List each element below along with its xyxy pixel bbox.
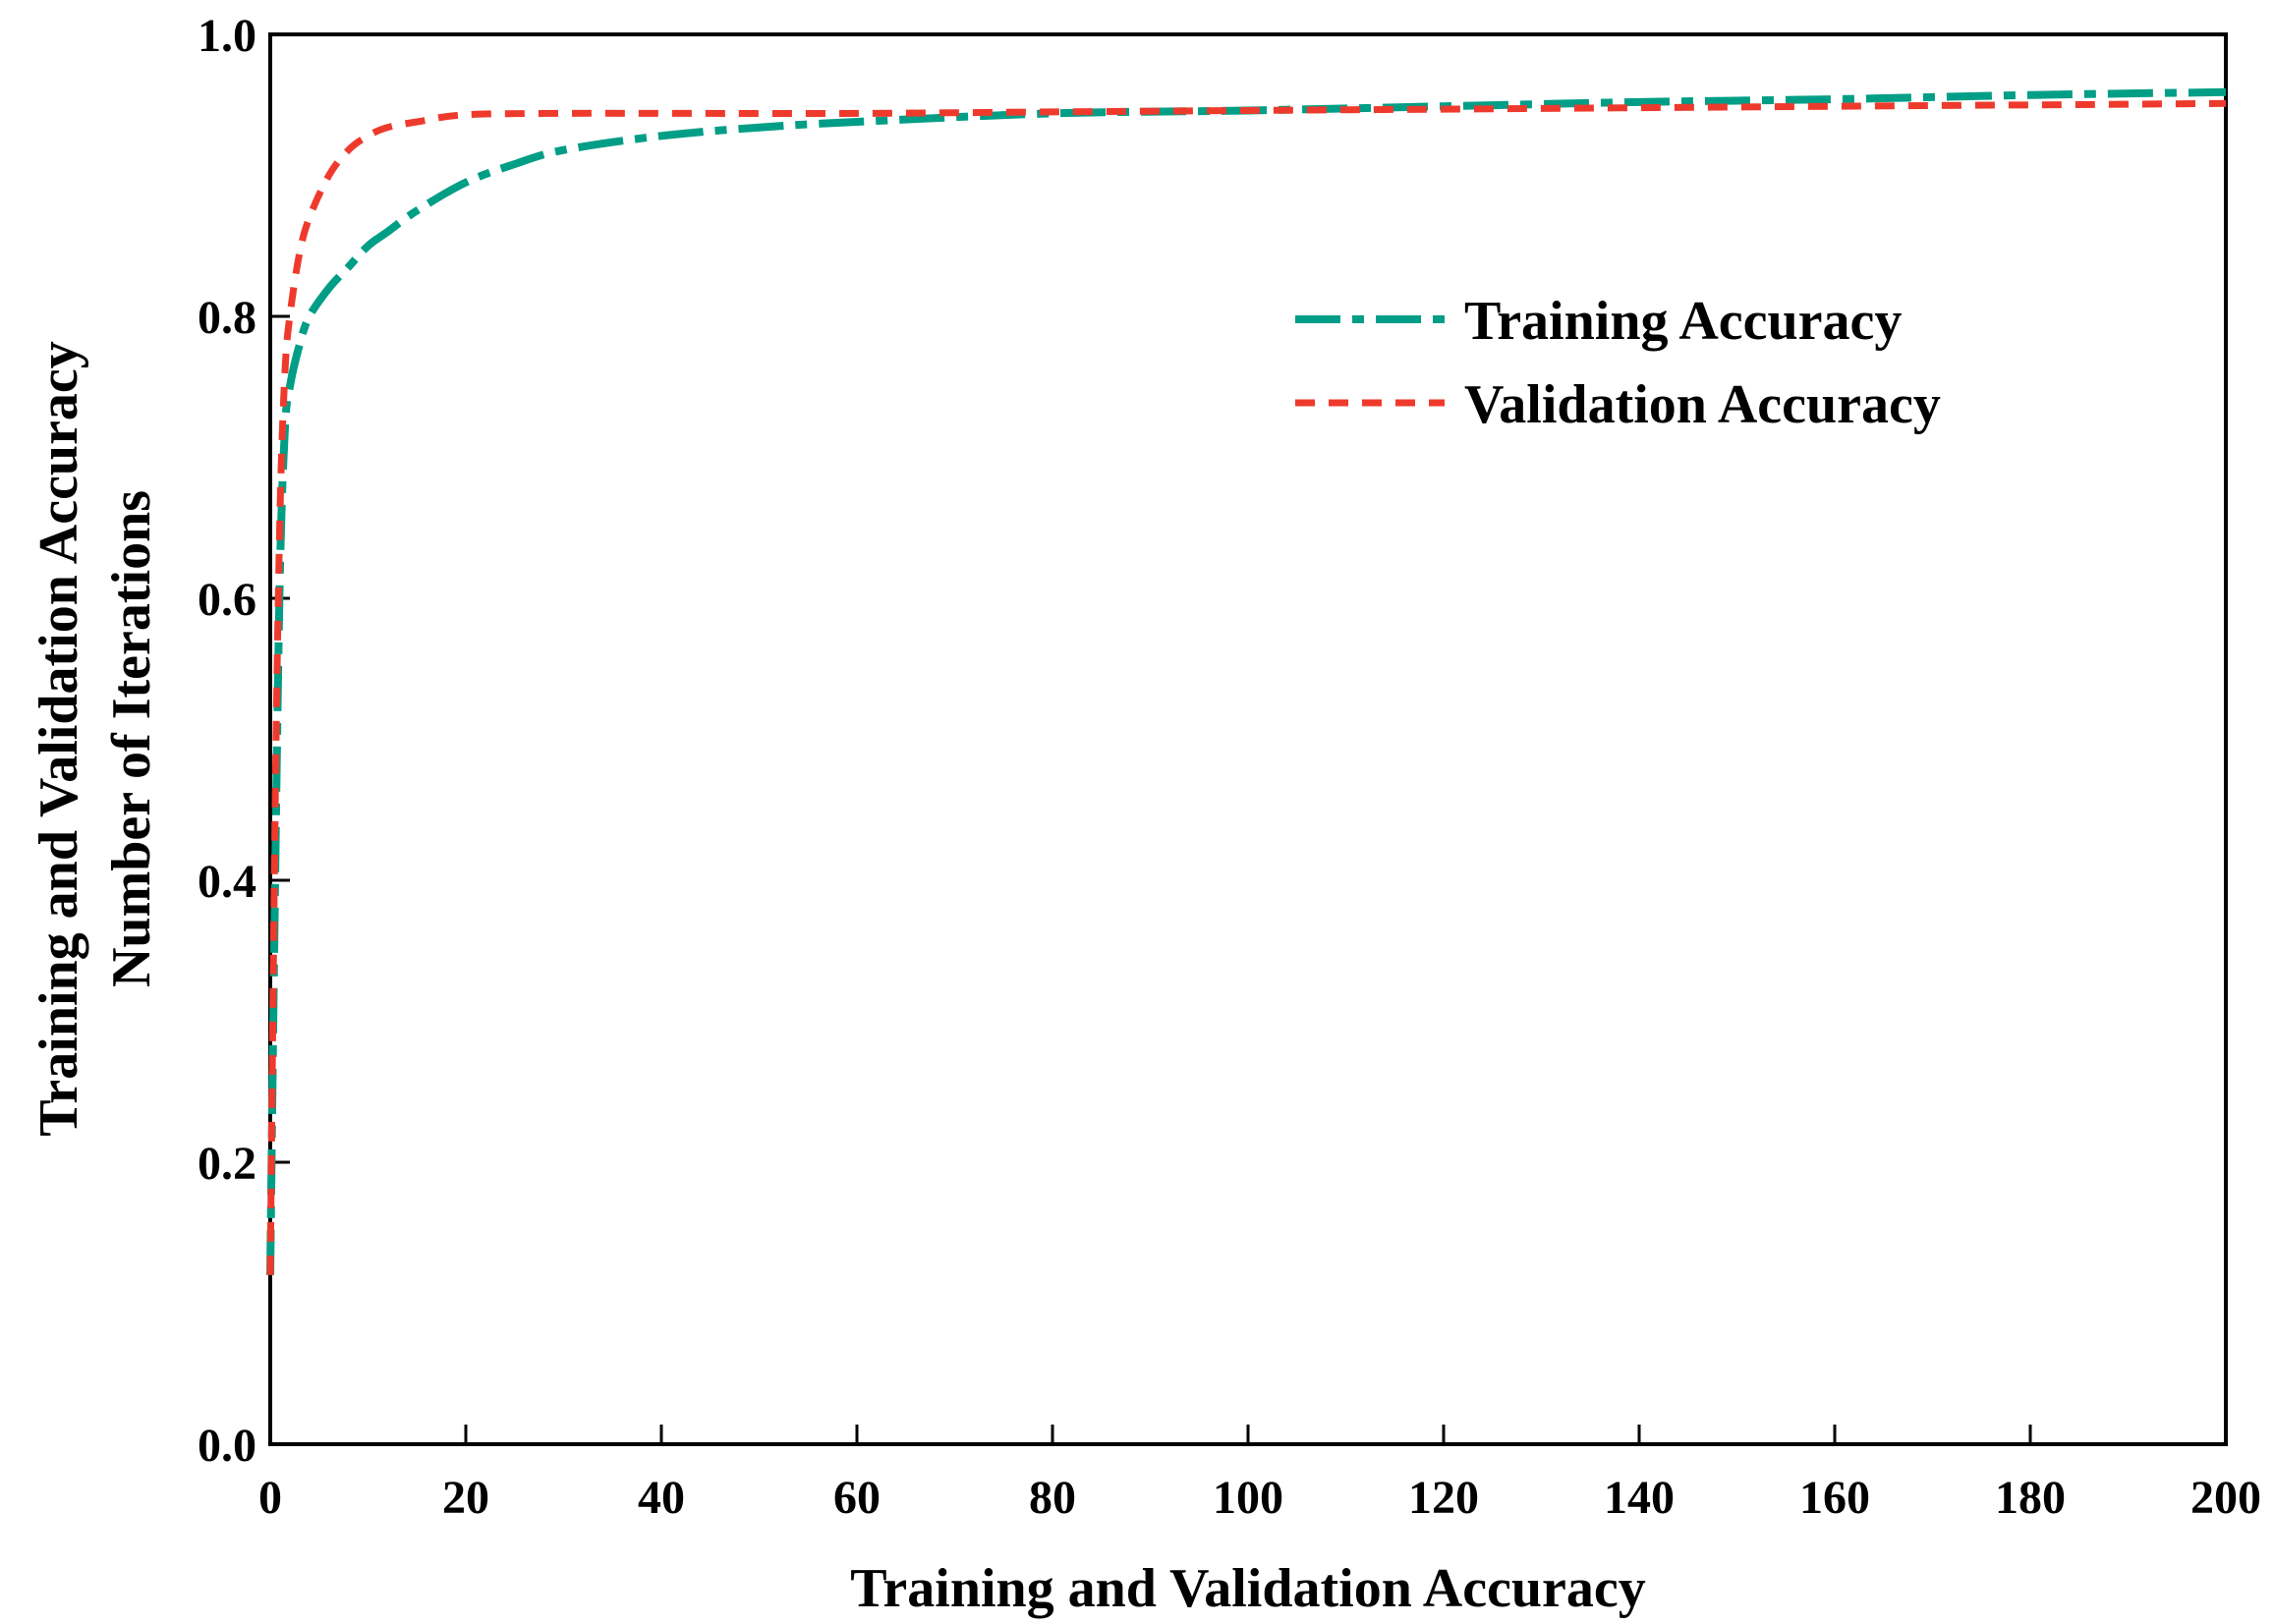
y-tick-label: 0.2 — [198, 1138, 256, 1190]
x-axis-title: Training and Validation Accuracy — [850, 1558, 1646, 1619]
y-tick-label: 0.6 — [198, 574, 256, 626]
x-tick-label: 20 — [442, 1472, 489, 1524]
y-tick-label: 0.4 — [198, 856, 256, 908]
x-tick-label: 100 — [1213, 1472, 1283, 1524]
series-layer — [266, 87, 2227, 1275]
x-tick-label: 0 — [258, 1472, 282, 1524]
legend-label-training-accuracy: Training Accuracy — [1464, 291, 1902, 352]
y-axis-ticks: 0.0 0.2 0.4 0.6 0.8 1.0 — [198, 10, 290, 1472]
y-tick-label: 0.0 — [198, 1420, 256, 1472]
x-tick-label: 60 — [833, 1472, 881, 1524]
x-tick-label: 80 — [1029, 1472, 1076, 1524]
plot-frame — [268, 32, 2228, 1446]
series-line-validation-accuracy — [266, 99, 2227, 1275]
x-tick-label: 140 — [1604, 1472, 1675, 1524]
y-axis-title-line-2: Number of Iterations — [101, 490, 162, 987]
y-axis-title-line-1: Training and Validation Accuracy — [28, 341, 89, 1137]
x-tick-label: 120 — [1408, 1472, 1479, 1524]
series-line-training-accuracy — [266, 87, 2227, 1275]
x-tick-label: 40 — [638, 1472, 685, 1524]
legend-label-validation-accuracy: Validation Accuracy — [1464, 374, 1941, 435]
y-tick-label: 0.8 — [198, 292, 256, 344]
x-tick-label: 160 — [1799, 1472, 1870, 1524]
legend: Training Accuracy Validation Accuracy — [1295, 291, 1941, 435]
x-tick-label: 200 — [2190, 1472, 2261, 1524]
x-tick-label: 180 — [1995, 1472, 2066, 1524]
y-tick-label: 1.0 — [198, 10, 256, 62]
x-axis-ticks: 0 20 40 60 80 100 120 140 160 180 200 — [258, 1425, 2261, 1524]
